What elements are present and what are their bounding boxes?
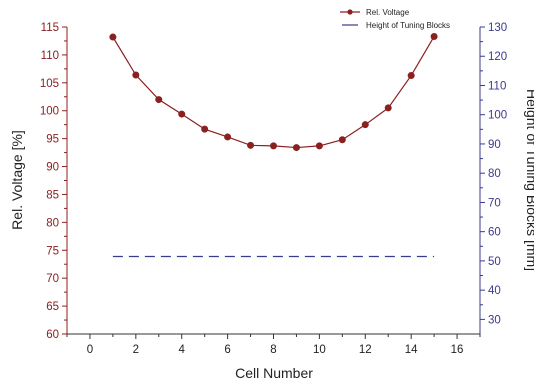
data-point-rel-voltage (292, 144, 300, 152)
legend: Rel. Voltage Height of Tuning Blocks (340, 8, 450, 30)
x-tick-label: 16 (451, 344, 464, 356)
right-y-tick-label: 40 (488, 285, 501, 297)
left-y-tick-label: 75 (46, 245, 59, 257)
x-tick-label: 8 (270, 344, 276, 356)
right-y-tick-label: 90 (488, 139, 501, 151)
right-y-tick-label: 60 (488, 227, 501, 239)
right-y-tick-label: 50 (488, 256, 501, 268)
left-y-tick-label: 95 (46, 134, 59, 146)
plot-layer (109, 32, 438, 258)
x-axis-title: Cell Number (235, 365, 313, 380)
right-y-tick-label: 100 (488, 110, 507, 122)
x-tick-label: 4 (179, 344, 186, 356)
data-point-rel-voltage (224, 133, 232, 141)
x-tick-label: 12 (359, 344, 372, 356)
data-point-rel-voltage (430, 32, 438, 40)
left-y-tick-label: 60 (46, 329, 59, 341)
left-y-tick-label: 90 (46, 162, 59, 174)
left-y-tick-label: 115 (41, 22, 59, 34)
x-tick-label: 14 (405, 344, 418, 356)
right-y-tick-label: 70 (488, 197, 501, 209)
data-point-rel-voltage (384, 104, 392, 112)
right-y-axis-title: Height of Tuning Blocks [mm] (524, 89, 534, 271)
x-tick-label: 6 (224, 344, 230, 356)
x-tick-label: 0 (87, 344, 93, 356)
left-y-tick-label: 70 (46, 273, 59, 285)
right-y-tick-label: 110 (488, 80, 506, 92)
left-y-tick-label: 100 (40, 106, 59, 118)
right-y-tick-label: 30 (488, 314, 501, 326)
series-line-rel-voltage (112, 36, 435, 149)
legend-label-rel-voltage: Rel. Voltage (366, 8, 410, 17)
data-point-rel-voltage (361, 121, 369, 129)
data-point-rel-voltage (247, 141, 255, 149)
x-tick-label: 2 (133, 344, 139, 356)
left-y-tick-label: 105 (40, 78, 59, 90)
right-y-tick-label: 80 (488, 168, 501, 180)
left-y-tick-label: 65 (46, 301, 59, 313)
data-point-rel-voltage (132, 71, 140, 79)
left-y-tick-label: 80 (46, 217, 59, 229)
axes-layer: 0 2 4 6 8 10 12 14 16 60 65 70 75 80 85 90 95 100 105 110 11… (40, 22, 507, 356)
data-point-rel-voltage (155, 96, 163, 104)
data-point-rel-voltage (201, 125, 209, 133)
data-point-rel-voltage (315, 142, 323, 150)
data-point-rel-voltage (407, 72, 415, 80)
right-y-tick-label: 120 (488, 51, 507, 63)
legend-label-tuning-blocks: Height of Tuning Blocks (366, 21, 450, 30)
data-point-rel-voltage (270, 142, 277, 150)
left-y-tick-label: 85 (46, 189, 59, 201)
legend-marker-rel-voltage (347, 9, 353, 15)
x-tick-label: 10 (313, 344, 326, 356)
left-y-tick-label: 110 (41, 50, 59, 62)
data-point-rel-voltage (338, 136, 346, 144)
right-y-tick-label: 130 (488, 22, 507, 34)
left-y-axis-title: Rel. Voltage [%] (9, 130, 25, 230)
data-point-rel-voltage (178, 110, 186, 118)
data-point-rel-voltage (109, 33, 117, 41)
